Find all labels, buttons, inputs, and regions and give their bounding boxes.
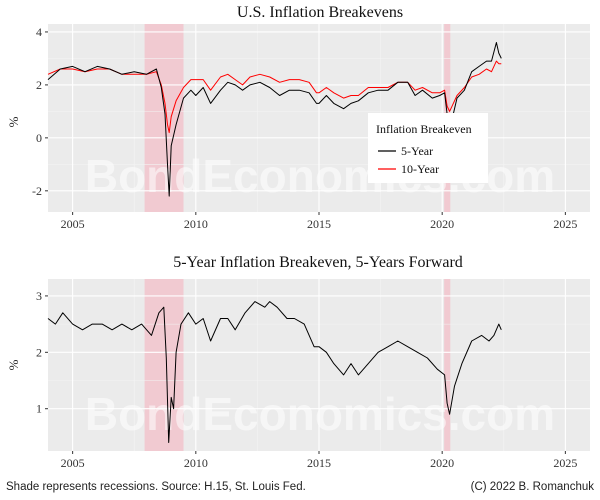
grid-top [48, 24, 590, 212]
x-tick-label-2005: 2005 [61, 456, 85, 470]
x-tick-label-2020: 2020 [430, 217, 454, 231]
x-tick-label-2010: 2010 [184, 217, 208, 231]
x-tick-labels-bottom: 2005 2010 2015 2020 2025 [61, 451, 577, 470]
y-tick-label-0: 0 [36, 131, 42, 145]
legend: Inflation Breakeven 5-Year 10-Year [368, 113, 488, 183]
footer-source-note: Shade represents recessions. Source: H.1… [6, 481, 306, 493]
y-tick-label-2: 2 [36, 78, 42, 92]
y-tick-labels-top: -2 0 2 4 [32, 25, 48, 198]
x-tick-label-2025: 2025 [553, 217, 577, 231]
footer-copyright: (C) 2022 B. Romanchuk [471, 481, 595, 493]
x-tick-label-2005: 2005 [61, 217, 85, 231]
y-axis-label-top: % [6, 116, 21, 127]
chart-title-bottom: 5-Year Inflation Breakeven, 5-Years Forw… [173, 254, 463, 271]
recession-band-top-1 [144, 24, 184, 212]
chart-title-top: U.S. Inflation Breakevens [237, 4, 403, 21]
watermark-bottom: BondEconomics.com [85, 388, 555, 440]
legend-box [368, 113, 488, 183]
series-line-5y5y-forward [47, 301, 502, 443]
legend-label-5-year: 5-Year [401, 144, 433, 158]
y-tick-labels-bottom: 1 2 3 [36, 289, 48, 416]
legend-label-10-year: 10-Year [401, 162, 439, 176]
y-tick-label-3: 3 [36, 289, 42, 303]
x-tick-label-2015: 2015 [307, 456, 331, 470]
x-tick-label-2025: 2025 [553, 456, 577, 470]
y-tick-label-4: 4 [36, 25, 42, 39]
x-tick-label-2020: 2020 [430, 456, 454, 470]
x-tick-labels-top: 2005 2010 2015 2020 2025 [61, 212, 577, 231]
y-tick-label--2: -2 [32, 184, 42, 198]
series-lines-bottom [47, 301, 502, 443]
recession-band-bottom-2 [444, 279, 451, 451]
y-tick-label-1: 1 [36, 402, 42, 416]
x-tick-label-2015: 2015 [307, 217, 331, 231]
grid-bottom [48, 279, 590, 451]
legend-title: Inflation Breakeven [376, 122, 472, 136]
y-tick-label-2: 2 [36, 345, 42, 359]
x-tick-label-2010: 2010 [184, 456, 208, 470]
y-axis-label-bottom: % [6, 359, 21, 370]
